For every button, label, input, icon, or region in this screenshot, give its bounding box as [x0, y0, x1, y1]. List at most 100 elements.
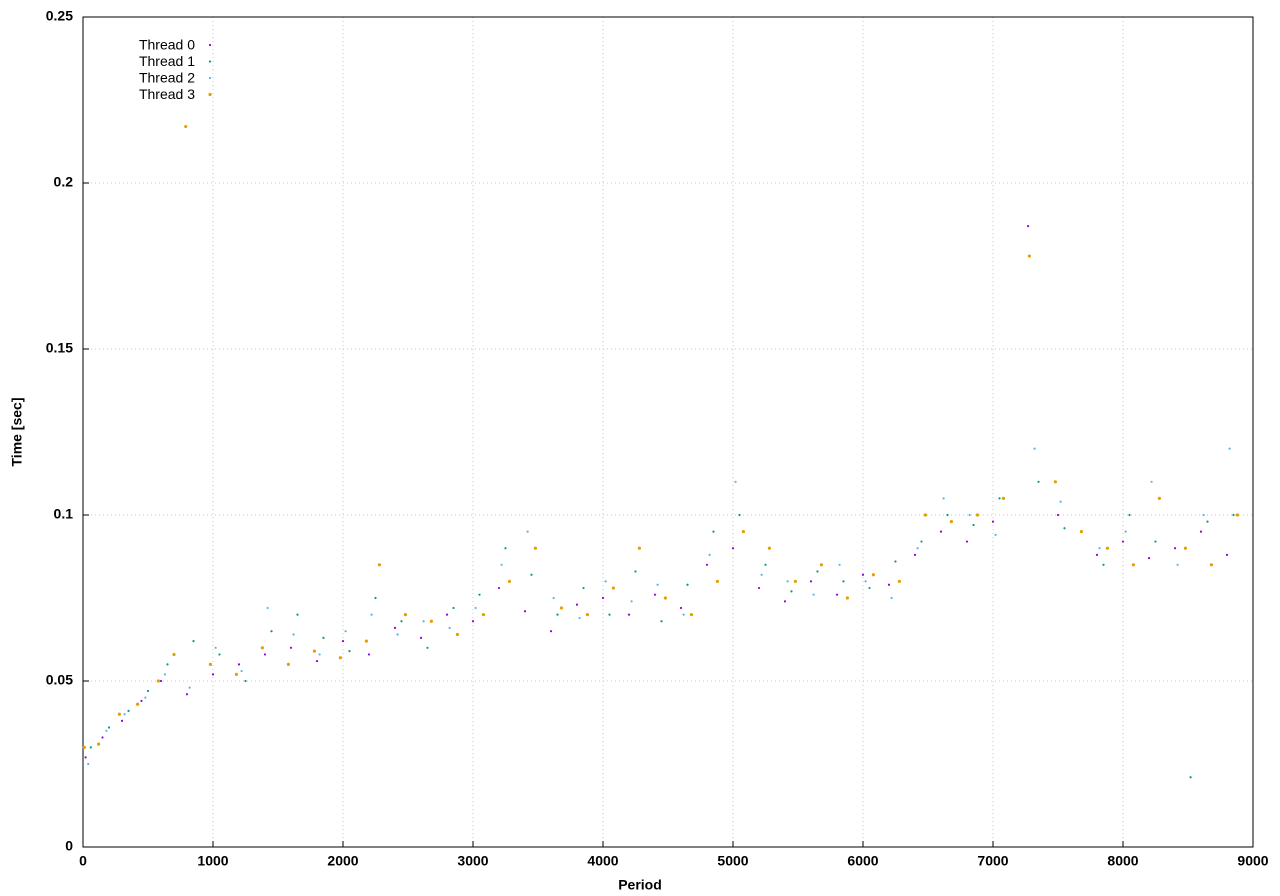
- legend-marker: [208, 92, 212, 97]
- point: [448, 626, 451, 629]
- point: [819, 563, 824, 567]
- point: [1147, 557, 1151, 560]
- point: [136, 702, 140, 706]
- point: [1027, 225, 1030, 228]
- point: [1063, 527, 1066, 530]
- point: [1183, 546, 1187, 550]
- point: [604, 580, 607, 583]
- point: [559, 606, 564, 610]
- point: [790, 590, 793, 593]
- point: [117, 712, 121, 716]
- x-tick-label: 6000: [847, 853, 878, 869]
- point: [578, 616, 581, 620]
- point: [1232, 513, 1235, 517]
- point: [630, 600, 633, 603]
- point: [611, 586, 616, 590]
- point: [757, 586, 761, 590]
- point: [686, 583, 689, 586]
- x-tick-label: 1000: [197, 853, 228, 869]
- point: [184, 124, 188, 129]
- point: [338, 656, 342, 660]
- y-axis-label: Time [sec]: [9, 398, 25, 467]
- point: [1173, 547, 1177, 550]
- point: [1033, 447, 1036, 450]
- point: [218, 653, 221, 656]
- point: [793, 579, 798, 584]
- point: [1225, 553, 1229, 556]
- point: [887, 583, 891, 586]
- point: [244, 679, 247, 683]
- point: [364, 639, 368, 643]
- point: [682, 613, 685, 616]
- point: [1059, 500, 1062, 503]
- point: [1154, 540, 1157, 543]
- point: [1176, 563, 1179, 566]
- legend-label: Thread 1: [139, 53, 195, 69]
- point: [214, 646, 217, 649]
- point: [712, 530, 715, 533]
- point: [455, 632, 459, 637]
- point: [403, 613, 407, 617]
- point: [608, 613, 611, 616]
- point: [871, 573, 876, 577]
- point: [478, 593, 481, 596]
- point: [653, 593, 657, 596]
- point: [582, 586, 585, 590]
- legend-label: Thread 2: [139, 70, 195, 86]
- point: [1098, 547, 1101, 550]
- point: [526, 530, 529, 533]
- point: [767, 546, 772, 550]
- point: [679, 606, 683, 610]
- point: [315, 659, 319, 663]
- point: [1235, 513, 1239, 517]
- point: [942, 497, 945, 500]
- point: [972, 523, 975, 527]
- point: [163, 673, 166, 676]
- point: [949, 520, 954, 524]
- legend-label: Thread 0: [139, 37, 195, 53]
- legend-marker: [208, 43, 212, 47]
- x-tick-label: 8000: [1107, 853, 1138, 869]
- point: [370, 613, 373, 616]
- point: [497, 586, 501, 590]
- point: [471, 620, 475, 623]
- point: [1053, 480, 1057, 484]
- point: [705, 563, 709, 566]
- point: [1199, 530, 1203, 533]
- x-tick-label: 5000: [717, 853, 748, 869]
- point: [760, 573, 763, 576]
- point: [968, 513, 971, 517]
- point: [396, 633, 399, 636]
- point: [946, 513, 949, 517]
- point: [913, 553, 917, 556]
- point: [344, 630, 347, 633]
- point: [348, 650, 351, 653]
- point: [87, 762, 90, 766]
- point: [1079, 530, 1083, 534]
- point: [400, 620, 403, 623]
- point: [266, 606, 269, 610]
- point: [897, 579, 902, 584]
- point: [1209, 563, 1213, 567]
- point: [1150, 480, 1153, 483]
- point: [140, 699, 143, 703]
- point: [156, 679, 160, 683]
- point: [260, 646, 264, 650]
- point: [575, 603, 579, 606]
- point: [377, 563, 381, 567]
- point: [481, 613, 485, 617]
- point: [105, 729, 108, 732]
- point: [809, 580, 813, 583]
- point: [965, 540, 969, 543]
- point: [741, 530, 746, 534]
- point: [991, 520, 995, 523]
- point: [894, 560, 897, 563]
- point: [426, 646, 429, 649]
- point: [634, 570, 637, 573]
- point: [474, 606, 477, 610]
- point: [146, 689, 150, 693]
- point: [734, 480, 737, 483]
- point: [188, 686, 191, 689]
- point: [738, 513, 741, 517]
